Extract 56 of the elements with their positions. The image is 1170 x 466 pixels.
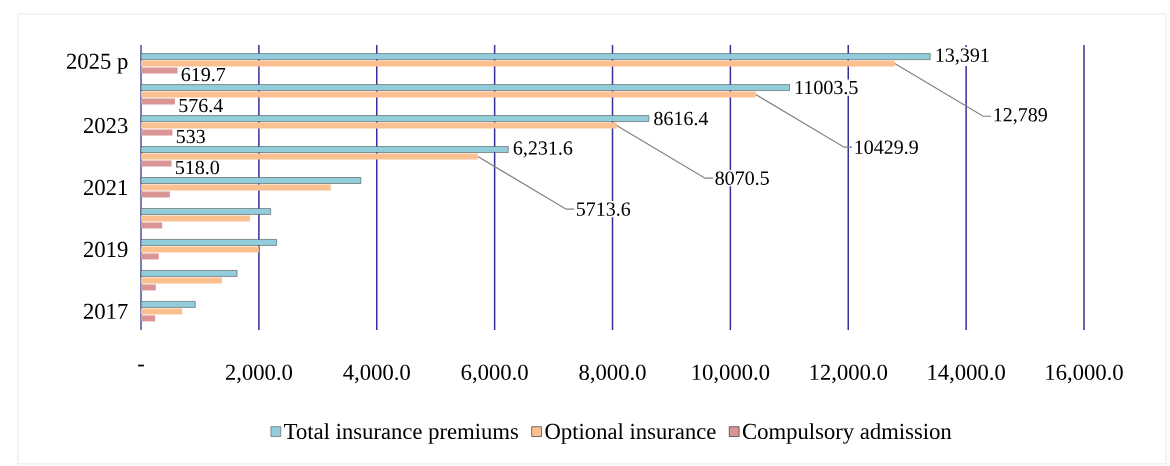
- x-tick-label: 2,000.0: [225, 364, 293, 384]
- x-tick-label: 4,000.0: [343, 364, 410, 384]
- bar: [141, 246, 259, 253]
- bar: [141, 129, 173, 136]
- data-label: 13,391: [936, 48, 989, 65]
- data-label: 533: [176, 129, 205, 144]
- legend-label: Total insurance premiums: [284, 423, 518, 444]
- legend-label: Optional insurance: [545, 423, 716, 444]
- bar: [140, 208, 271, 215]
- bar: [140, 84, 790, 91]
- bar: [141, 184, 331, 191]
- bar: [141, 160, 172, 167]
- bar: [140, 301, 196, 308]
- data-label: 5713.6: [576, 202, 631, 216]
- bar: [141, 122, 617, 129]
- bar: [141, 153, 478, 160]
- bar: [141, 284, 156, 291]
- legend-label: Compulsory admission: [742, 423, 952, 444]
- bar: [141, 60, 895, 67]
- bar: [140, 177, 362, 184]
- bar: [141, 98, 175, 105]
- data-label: 8070.5: [715, 171, 769, 186]
- y-tick-label: 2019: [83, 241, 128, 258]
- y-tick-label: 2025 p: [66, 53, 128, 74]
- bar: [140, 270, 238, 277]
- x-tick-label: 8,000.0: [579, 364, 646, 384]
- x-tick-label: 12,000.0: [810, 364, 888, 384]
- y-tick-label: 2023: [83, 117, 128, 134]
- bar: [140, 146, 509, 153]
- x-tick-label: 10,000.0: [692, 364, 770, 384]
- bar: [141, 67, 178, 74]
- bar: [140, 53, 931, 60]
- x-tick-label: 6,000.0: [461, 364, 528, 384]
- data-label: 576.4: [179, 98, 223, 113]
- y-tick-label: 2021: [83, 179, 127, 196]
- bar: [141, 191, 170, 198]
- data-label: 6,231.6: [513, 141, 573, 158]
- data-label: 12,789: [994, 108, 1047, 125]
- bar: [140, 239, 277, 246]
- bar: [141, 308, 183, 315]
- data-label: 8616.4: [654, 111, 709, 126]
- bar: [141, 215, 251, 222]
- bar: [141, 253, 159, 260]
- bar: [141, 222, 163, 229]
- x-tick-label: 14,000.0: [928, 364, 1005, 384]
- bar: [141, 277, 222, 284]
- bar: [140, 115, 650, 122]
- data-label: 518.0: [175, 160, 220, 175]
- bar: [141, 91, 756, 98]
- bar: [141, 315, 156, 322]
- x-tick-label: -: [138, 364, 144, 367]
- data-label: 11003.5: [795, 80, 858, 95]
- x-tick-label: 16,000.0: [1046, 364, 1123, 384]
- data-label: 619.7: [181, 67, 226, 82]
- data-label: 10429.9: [855, 140, 918, 155]
- y-tick-label: 2017: [83, 303, 128, 320]
